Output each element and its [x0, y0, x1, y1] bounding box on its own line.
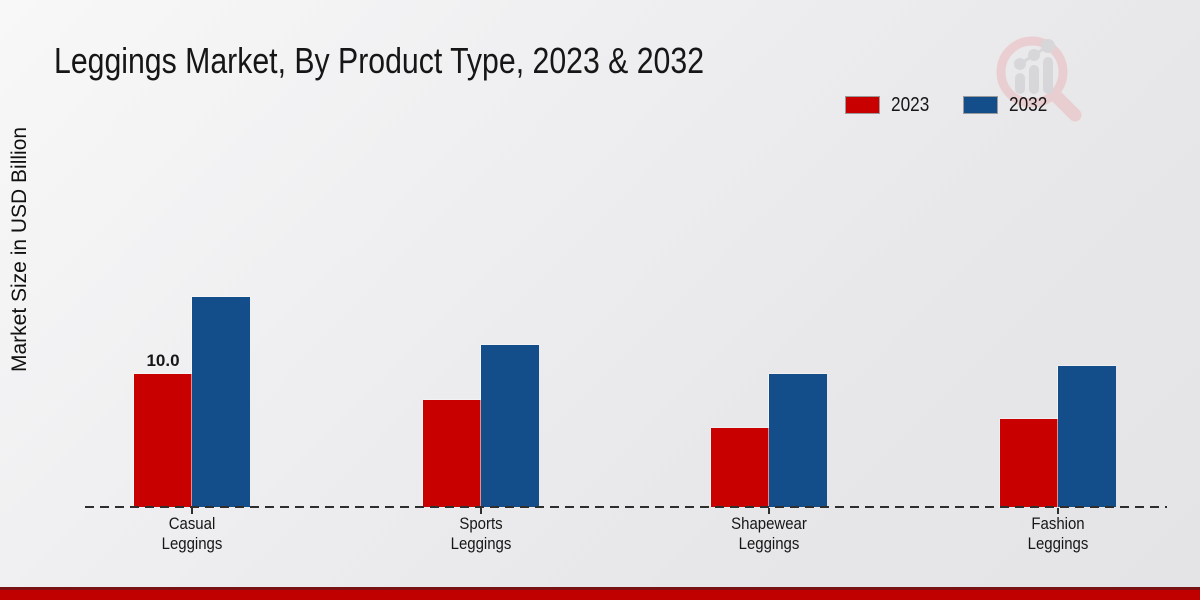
legend-item-2023: 2023: [845, 93, 936, 116]
bar-value-label: 10.0: [146, 350, 180, 370]
bar-2023-shapewear: [711, 428, 770, 507]
legend-label-2032: 2032: [1009, 93, 1048, 116]
category-label-fashion: Fashion Leggings: [1027, 514, 1089, 554]
legend-label-2023: 2023: [891, 93, 930, 116]
bar-2023-fashion: [1000, 418, 1058, 507]
magnifier-bar-chart-logo-icon: [988, 26, 1088, 131]
bar-2032-fashion: [1058, 365, 1116, 507]
legend-item-2032: 2032: [963, 93, 1054, 116]
legend-swatch-2032: [963, 96, 998, 114]
category-label-casual: Casual Leggings: [161, 514, 223, 554]
bar-2032-sports: [480, 345, 539, 507]
x-axis-tick: [768, 508, 771, 514]
bar-2032-casual: [192, 297, 250, 507]
legend-swatch-2023: [845, 96, 880, 114]
bottom-red-stripe: [0, 587, 1200, 600]
bar-2032-shapewear: [769, 373, 828, 507]
x-axis-tick: [479, 508, 482, 514]
category-label-shapewear: Shapewear Leggings: [731, 514, 808, 554]
bar-2023-sports: [422, 400, 481, 507]
legend: 2023 2032: [0, 93, 1200, 119]
x-axis-tick: [191, 508, 193, 514]
category-label-sports: Sports Leggings: [450, 514, 512, 554]
x-axis-baseline: [85, 506, 1167, 508]
x-axis-tick: [1057, 508, 1059, 514]
bar-2023-casual: [134, 373, 192, 507]
chart-title: Leggings Market, By Product Type, 2023 &…: [54, 40, 705, 81]
